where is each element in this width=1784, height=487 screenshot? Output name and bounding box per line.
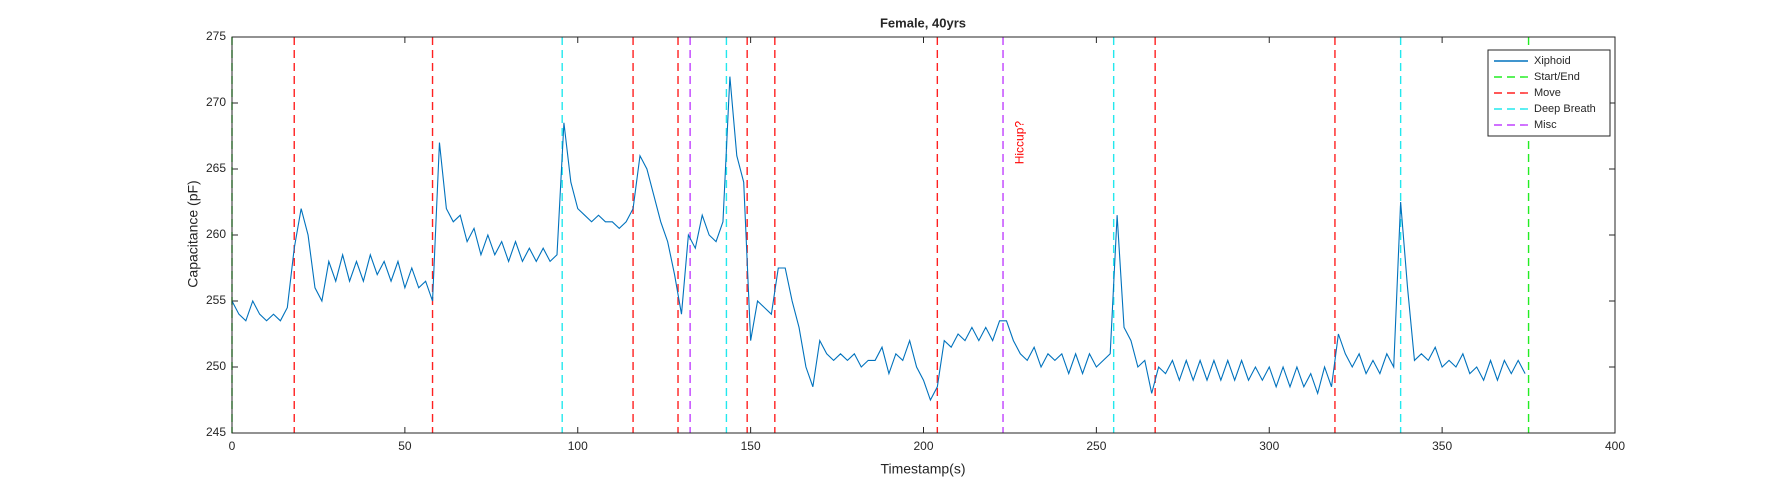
legend-label: Misc (1534, 119, 1557, 131)
y-tick-label: 270 (206, 95, 226, 109)
legend-label: Start/End (1534, 71, 1580, 83)
x-tick-label: 50 (398, 439, 412, 453)
legend-label: Move (1534, 87, 1561, 99)
y-tick-label: 255 (206, 293, 226, 307)
y-tick-label: 265 (206, 161, 226, 175)
data-line (231, 76, 1526, 402)
x-tick-label: 0 (229, 439, 236, 453)
x-tick-label: 200 (913, 439, 933, 453)
y-tick-label: 245 (206, 425, 226, 439)
y-tick-label: 275 (206, 29, 226, 43)
x-tick-label: 250 (1086, 439, 1106, 453)
annotation: Hiccup? (1012, 121, 1026, 165)
legend-label: Deep Breath (1534, 103, 1596, 115)
x-tick-label: 300 (1259, 439, 1279, 453)
legend-label: Xiphoid (1534, 55, 1571, 67)
chart-title: Female, 40yrs (880, 15, 966, 30)
x-tick-label: 400 (1605, 439, 1625, 453)
y-axis-label: Capacitance (pF) (185, 180, 201, 287)
x-axis-label: Timestamp(s) (880, 461, 965, 477)
y-tick-label: 250 (206, 359, 226, 373)
axes-box (231, 36, 1616, 434)
x-tick-label: 100 (568, 439, 588, 453)
y-tick-label: 260 (206, 227, 226, 241)
x-tick-label: 350 (1432, 439, 1452, 453)
x-tick-label: 150 (741, 439, 761, 453)
